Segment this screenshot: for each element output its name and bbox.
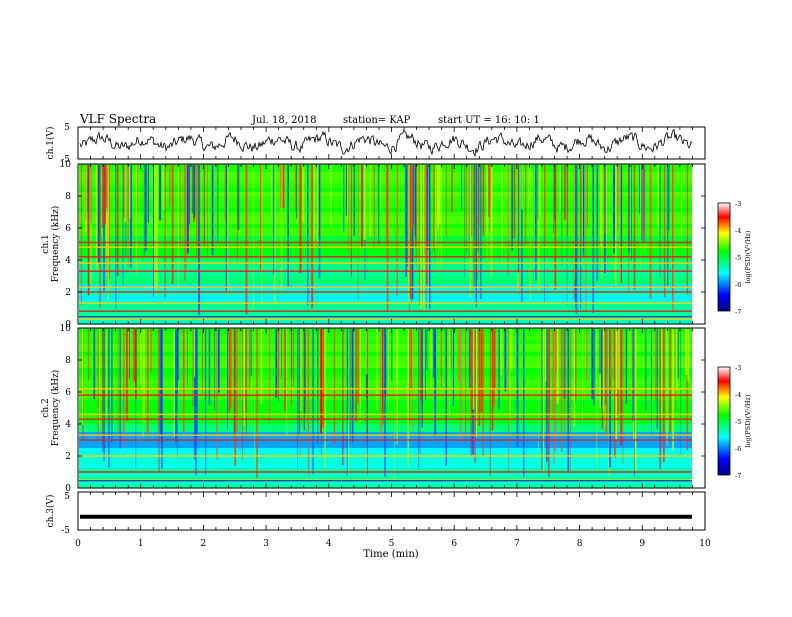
ch1-colorbar-tick-3: -3 bbox=[735, 200, 741, 208]
ch2-spectrogram-ylabel: Frequency (kHz) bbox=[50, 370, 61, 447]
ch3-ytick-top: 5 bbox=[64, 492, 70, 502]
ch2-colorbar-tick-3: -3 bbox=[735, 364, 741, 372]
spectrogram-ytick-label: 0 bbox=[65, 484, 71, 494]
x-tick-marks bbox=[77, 127, 706, 530]
ch1-ytick-bottom: -5 bbox=[61, 155, 70, 165]
ch1-colorbar bbox=[717, 202, 731, 312]
x-tick-label: 9 bbox=[639, 539, 645, 549]
ch2-colorbar bbox=[717, 366, 731, 476]
ch1-spectrogram-ylabel: Frequency (kHz) bbox=[50, 206, 61, 283]
ch2-colorbar-tick-4: -4 bbox=[735, 391, 741, 399]
spectrogram-ytick-label: 10 bbox=[60, 160, 72, 170]
ch3-waveform-panel: 5 -5 ch.3(V) bbox=[45, 491, 706, 536]
x-tick-label: 1 bbox=[138, 539, 144, 549]
spectrogram-ytick-label: 4 bbox=[65, 256, 71, 266]
x-tick-label: 10 bbox=[699, 539, 711, 549]
x-axis-label: Time (min) bbox=[363, 549, 418, 560]
spectrogram-ytick-label: 4 bbox=[65, 420, 71, 430]
ch3-waveform-ylabel: ch.3(V) bbox=[45, 495, 56, 528]
x-tick-label: 3 bbox=[263, 539, 269, 549]
ch2-colorbar-label: log(PSD)(V²/Hz) bbox=[744, 394, 752, 447]
spectrogram-ytick-label: 8 bbox=[65, 356, 71, 366]
ch1-spectrogram-panel: 0 2 4 6 8 10 ch.1 Frequency (kHz) -3 -4 -5 -6… bbox=[41, 160, 752, 330]
spectrogram-ytick-label: 6 bbox=[65, 388, 71, 398]
ch3-waveform-frame bbox=[77, 491, 706, 531]
figure-title: VLF Spectra bbox=[79, 112, 156, 126]
spectrogram-ytick-label: 8 bbox=[65, 192, 71, 202]
spectrogram-ytick-label: 10 bbox=[60, 324, 72, 334]
x-tick-label: 6 bbox=[451, 539, 457, 549]
ch1-colorbar-tick-7: -7 bbox=[735, 308, 741, 316]
ch1-waveform-panel: 5 -5 ch.1(V) bbox=[45, 123, 706, 165]
ch2-colorbar-tick-5: -5 bbox=[735, 418, 741, 426]
x-tick-label: 4 bbox=[326, 539, 332, 549]
spectrogram-ytick-label: 0 bbox=[65, 320, 71, 330]
ch1-waveform-line bbox=[79, 128, 693, 158]
ch1-spectrogram-channel-label: ch.1 bbox=[41, 234, 51, 253]
x-tick-label: 2 bbox=[201, 539, 207, 549]
station-label: station= KAP bbox=[343, 115, 411, 126]
ch1-colorbar-tick-6: -6 bbox=[735, 281, 741, 289]
ch2-spectrogram-channel-label: ch.2 bbox=[41, 398, 51, 417]
x-tick-label: 7 bbox=[514, 539, 520, 549]
x-tick-label: 0 bbox=[75, 539, 81, 549]
x-tick-label: 8 bbox=[577, 539, 583, 549]
ch2-spectrogram-image bbox=[79, 328, 692, 489]
ch2-spectrogram-yticks: 0 2 4 6 8 10 bbox=[60, 324, 705, 494]
ch1-ytick-top: 5 bbox=[64, 123, 70, 133]
ch2-spectrogram-panel: 0 2 4 6 8 10 ch.2 Frequency (kHz) -3 -4 -5 -6… bbox=[41, 324, 752, 494]
spectrogram-ytick-label: 2 bbox=[65, 288, 71, 298]
spectrogram-ytick-label: 6 bbox=[65, 224, 71, 234]
spectrogram-ytick-label: 2 bbox=[65, 452, 71, 462]
x-axis-tick-labels: 0 1 2 3 4 5 6 7 8 9 10 bbox=[75, 539, 711, 549]
ch3-ytick-bottom: -5 bbox=[61, 526, 70, 536]
ch1-colorbar-label: log(PSD)(V²/Hz) bbox=[744, 230, 752, 283]
ch1-waveform-ylabel: ch.1(V) bbox=[45, 127, 56, 160]
start-time-label: start UT = 16: 10: 1 bbox=[438, 115, 540, 126]
ch1-spectrogram-yticks: 0 2 4 6 8 10 bbox=[60, 160, 705, 330]
x-tick-label: 5 bbox=[389, 539, 395, 549]
ch1-colorbar-tick-4: -4 bbox=[735, 227, 741, 235]
ch2-colorbar-tick-6: -6 bbox=[735, 445, 741, 453]
ch1-spectrogram-image bbox=[79, 164, 692, 325]
ch2-colorbar-tick-7: -7 bbox=[735, 472, 741, 480]
ch1-colorbar-tick-5: -5 bbox=[735, 254, 741, 262]
date-label: Jul. 18, 2018 bbox=[251, 115, 317, 126]
